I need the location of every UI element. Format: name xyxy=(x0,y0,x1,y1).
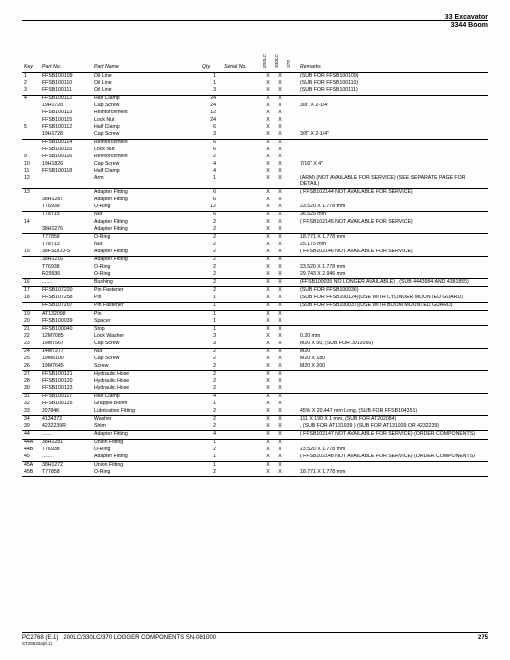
table-row: 38H1216Adapter Fitting2XX xyxy=(22,256,488,264)
table-row: 33J0784KLubrication Fitting2XX45% X 20.4… xyxy=(22,408,488,416)
table-row: 9FFSB100116Reinforcement2XX xyxy=(22,154,488,161)
table-row: 13Adapter Fitting6XX( FFSB102144 NOT AVA… xyxy=(22,189,488,197)
table-row: 44A38H1281Union Fitting1XX xyxy=(22,439,488,447)
table-row: 17FFSB107220Pin Fastener2XX(SUB FOR FFSB… xyxy=(22,287,488,295)
footer: PC2768 (E.1) 200LC/330LC/370 LOGGER COMP… xyxy=(22,632,488,646)
table-row: FFSB107207Pin Fastener1XX(SUB FOR FFSB10… xyxy=(22,302,488,310)
table-row: 2414M7277Nut2XXM20 xyxy=(22,348,488,356)
col-370: 370 xyxy=(286,53,298,73)
table-row: 19H1728Cap Screw24XX3/8" X 2-1/4" xyxy=(22,103,488,110)
table-row: 28FFSB100120Hydraulic Hose2XX xyxy=(22,378,488,385)
table-row: FFSB100113Reinforcement12XX xyxy=(22,110,488,117)
table-row: 344134372Washer2XX111 X 190 X 1 mm, (SUB… xyxy=(22,416,488,424)
table-row: 394232239RShim2XX, (SUB FOR AT131939 ) (… xyxy=(22,423,488,431)
table-row: 2319M7567Cap Screw3XXM20 X 50, (SUB FOR … xyxy=(22,341,488,349)
col-remarks: Remarks xyxy=(298,53,488,73)
footer-title: 200LC/330LC/370 LOGGER COMPONENTS SN-081… xyxy=(63,635,216,641)
table-row: 1019H1826Cap Screw4XX7/16" X 4" xyxy=(22,161,488,168)
parts-table: Key Part No. Part Name Qty. Serial No. 2… xyxy=(22,53,488,477)
footer-page: 275 xyxy=(478,635,488,646)
col-330lc: 330LC xyxy=(274,53,286,73)
table-row: 2619M7645Screw2XXM20 X 200 xyxy=(22,363,488,371)
table-row: T76938O-Ring12XX23.520 X 1.778 mm xyxy=(22,204,488,212)
table-row: 5FFSB100112Half Clamp6XX xyxy=(22,124,488,131)
table-row: 44.......Adapter Fitting4XX( FFSB102147 … xyxy=(22,431,488,439)
table-row: 44BT76938O-Ring2XX23.520 X 1.778 mm xyxy=(22,447,488,454)
table-row: 38H1287Adapter Fitting6XX xyxy=(22,197,488,204)
table-row: T76938O-Ring2XX23.520 X 1.778 mm xyxy=(22,264,488,271)
header-line1: 33 Excavator xyxy=(445,14,488,22)
col-200lc: 200LC xyxy=(262,53,274,73)
table-row: 31FFSB100117Half Clamp4XX xyxy=(22,393,488,401)
table-row: 1FFSB100109Oil Line1XX(SUB FOR FFSB10010… xyxy=(22,73,488,81)
table-row: FFSB100114Reinforcement6XX xyxy=(22,139,488,147)
table-row: 14Adapter Fitting2XX( FFSB102145 NOT AVA… xyxy=(22,219,488,226)
table-row: 2519M8100Cap Screw2XXM20 X 180 xyxy=(22,356,488,363)
table-row: 45BT77858O-Ring2XX18.771 X 1.778 mm xyxy=(22,469,488,477)
table-row: FFSB100115Lock Nut6XX xyxy=(22,147,488,154)
table-row: T78715Nut6XX36.525 mm xyxy=(22,211,488,219)
table-row: 19AT132098Pin1XX xyxy=(22,310,488,318)
table-row: FFSB100115Lock Nut24XX xyxy=(22,117,488,124)
col-key: Key xyxy=(22,53,40,73)
table-row: 45A38H1272Union Fitting1XX xyxy=(22,462,488,470)
col-partno: Part No. xyxy=(40,53,92,73)
table-row: 38H1276Adapter Fitting2XX xyxy=(22,226,488,234)
table-row: T77858O-Ring2XX18.771 X 1.778 mm xyxy=(22,234,488,242)
table-row: 45.......Adapter Fitting1XX( FFSB102148 … xyxy=(22,454,488,462)
col-partname: Part Name xyxy=(92,53,200,73)
table-row: 11FFSB100118Half Clamp4XX xyxy=(22,168,488,175)
table-row: 32FFSB100125Grapple Boom1XX xyxy=(22,401,488,408)
table-row: 16.......Bushing2XX(FFSB100035 NO LONGER… xyxy=(22,279,488,287)
table-row: 4FFSB100112Half Clamp24XX xyxy=(22,95,488,103)
col-serial: Serial No. xyxy=(222,53,262,73)
table-row: R29936O-Ring2XX29.743 X 2.946 mm xyxy=(22,271,488,279)
table-row: 18FFSB107258Pin1XX(SUB FOR FFSB100124)(U… xyxy=(22,295,488,303)
table-header: Key Part No. Part Name Qty. Serial No. 2… xyxy=(22,53,488,73)
header-line2: 3344 Boom xyxy=(445,22,488,30)
table-row: 3FFSB100111Oil Line3XX(SUB FOR FFSB10011… xyxy=(22,87,488,95)
table-row: 21FFSB100040Stop1XX xyxy=(22,326,488,334)
table-row: 19H1728Cap Screw3XX3/8" X 2-1/4" xyxy=(22,131,488,139)
col-qty: Qty. xyxy=(200,53,222,73)
table-row: 27FFSB100121Hydraulic Hose2XX xyxy=(22,371,488,379)
table-row: 12Arm1XX(ARM) (NOT AVAILABLE FOR SERVICE… xyxy=(22,175,488,189)
table-row: 30FFSB100123Hydraulic Hose2XX xyxy=(22,385,488,393)
table-row: 2FFSB100110Oil Line1XX(SUB FOR FFSB10011… xyxy=(22,80,488,87)
table-row: T78713Nut2XX25.175 mm xyxy=(22,242,488,249)
table-row: 20FFSB100039Spacer1XX xyxy=(22,318,488,326)
top-rule xyxy=(22,20,488,21)
table-row: 2212M7085Lock Washer3XX0.20 mm xyxy=(22,333,488,340)
footer-sub: ST29532a(8.1) xyxy=(22,641,216,646)
table-row: 1538FSDLO-SAdapter Fitting2XX( FFSB10214… xyxy=(22,249,488,257)
